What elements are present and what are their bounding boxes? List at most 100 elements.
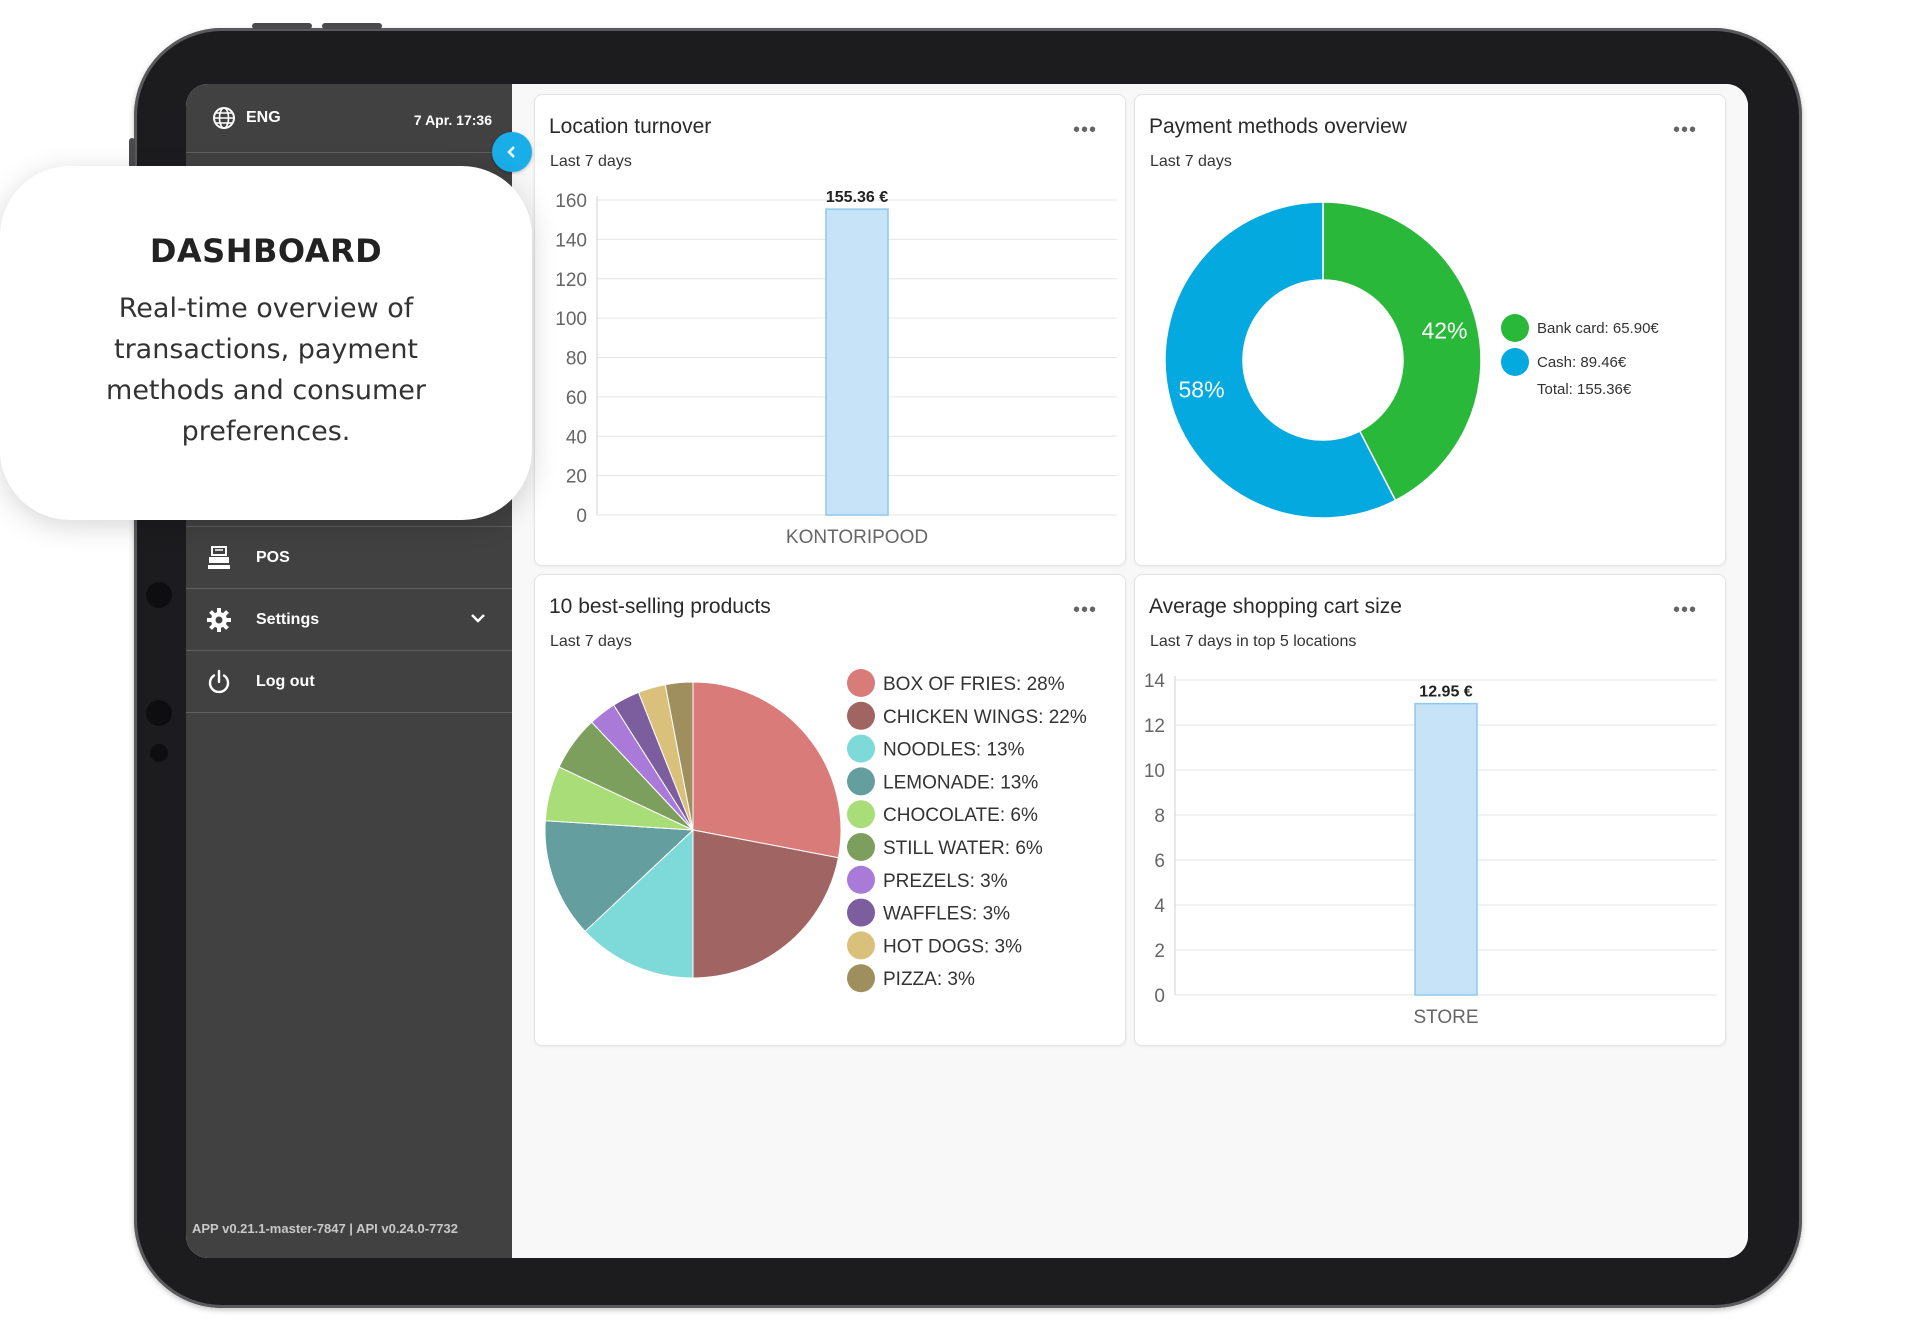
legend-swatch <box>1501 348 1529 376</box>
card-title: Average shopping cart size <box>1149 595 1402 618</box>
globe-icon <box>213 107 235 129</box>
sidebar-item-logout[interactable]: Log out <box>186 650 512 713</box>
power-icon <box>204 669 234 695</box>
sidebar-item-pos[interactable]: POS <box>186 526 512 589</box>
pie-slice <box>692 829 839 979</box>
y-tick-label: 4 <box>1154 896 1165 917</box>
y-tick-label: 2 <box>1154 941 1165 962</box>
callout-body: Real-time overview of transactions, paym… <box>106 293 426 447</box>
best-selling-products-card: BOX OF FRIES: 28% CHICKEN WINGS: 22% NOODL… <box>534 574 1126 1046</box>
percent-label: 58% <box>1179 376 1225 402</box>
location-turnover-chart: 0 20 40 60 80 100 120 140 160 155.36 € KONTORIPOOD <box>555 189 1117 548</box>
total-label: Total: 155.36€ <box>1537 381 1632 398</box>
y-tick-label: 120 <box>555 270 587 291</box>
chevron-down-icon[interactable] <box>468 608 488 633</box>
legend-swatch <box>847 669 875 697</box>
legend-swatch <box>847 931 875 960</box>
y-tick-label: 140 <box>555 230 587 251</box>
y-tick-label: 20 <box>566 467 587 488</box>
datetime: 7 Apr. 17:36 <box>413 112 492 128</box>
legend-swatch <box>847 964 875 993</box>
donut-slice <box>1164 201 1397 519</box>
legend-swatch <box>847 767 875 796</box>
version-info: APP v0.21.1-master-7847 | API v0.24.0-77… <box>192 1221 458 1236</box>
data-label: 12.95 € <box>1419 684 1472 701</box>
legend-swatch <box>847 865 875 894</box>
sidebar-item-settings[interactable]: Settings <box>186 588 512 651</box>
card-subtitle: Last 7 days <box>550 153 632 170</box>
legend-label: HOT DOGS: 3% <box>883 936 1022 957</box>
legend-label: BOX OF FRIES: 28% <box>883 674 1065 695</box>
payment-methods-chart: 42% 58% Bank card: 65.90€ Cash: 89.46€ Total… <box>1164 201 1659 519</box>
dashboard-main: 0 20 40 60 80 100 120 140 160 155.36 € KONTORIPOOD… <box>512 84 1748 1258</box>
more-options-icon[interactable]: ••• <box>1072 599 1097 621</box>
more-options-icon[interactable]: ••• <box>1672 119 1697 141</box>
dashboard-callout: DASHBOARD Real-time overview of transact… <box>0 166 532 520</box>
card-title: 10 best-selling products <box>549 595 771 618</box>
y-tick-label: 160 <box>555 191 587 212</box>
legend-label: Cash: 89.46€ <box>1537 354 1627 371</box>
legend-label: PREZELS: 3% <box>883 871 1008 892</box>
pie-slice <box>664 681 694 831</box>
data-label: 155.36 € <box>826 189 888 206</box>
legend-swatch <box>847 833 875 861</box>
callout-title: DASHBOARD <box>149 232 383 270</box>
donut-slice <box>1322 201 1482 502</box>
card-title: Location turnover <box>549 115 712 138</box>
sensor-icon <box>146 700 172 726</box>
bar <box>1414 702 1478 996</box>
chevron-left-icon <box>507 146 515 158</box>
y-tick-label: 100 <box>555 309 587 330</box>
legend-label: CHICKEN WINGS: 22% <box>883 707 1087 728</box>
y-tick-label: 0 <box>1154 986 1165 1007</box>
legend-swatch <box>1501 314 1529 342</box>
bar <box>825 208 889 516</box>
legend-label: NOODLES: 13% <box>883 740 1025 761</box>
y-tick-label: 12 <box>1144 716 1165 737</box>
legend-label: LEMONADE: 13% <box>883 772 1038 793</box>
tablet-button <box>322 23 382 29</box>
more-options-icon[interactable]: ••• <box>1672 599 1697 621</box>
y-tick-label: 0 <box>576 506 587 527</box>
x-tick-label: KONTORIPOOD <box>786 527 928 548</box>
average-cart-card: 0 2 4 6 8 10 12 14 12.95 € STORE Average shopping… <box>1134 574 1726 1046</box>
location-turnover-card: 0 20 40 60 80 100 120 140 160 155.36 € KONTORIPOOD… <box>534 94 1126 566</box>
legend-label: STILL WATER: 6% <box>883 838 1043 859</box>
pie-slice <box>544 820 695 933</box>
card-subtitle: Last 7 days <box>550 633 632 650</box>
pie-slice <box>692 681 842 859</box>
more-options-icon[interactable]: ••• <box>1072 119 1097 141</box>
legend-label: PIZZA: 3% <box>883 969 975 990</box>
cash-register-icon <box>204 545 234 571</box>
y-tick-label: 6 <box>1154 851 1165 872</box>
y-tick-label: 80 <box>566 349 587 370</box>
y-tick-label: 40 <box>566 427 587 448</box>
sidebar-item-label: POS <box>256 549 290 566</box>
sidebar-item-label: Log out <box>256 673 315 690</box>
legend-swatch <box>847 898 875 927</box>
legend-label: Bank card: 65.90€ <box>1537 320 1659 337</box>
y-tick-label: 14 <box>1144 671 1166 692</box>
sidebar-item-label: Settings <box>256 611 320 628</box>
card-subtitle: Last 7 days in top 5 locations <box>1150 633 1357 650</box>
language-label: ENG <box>246 109 281 126</box>
language-selector[interactable]: ENG <box>212 106 281 130</box>
card-subtitle: Last 7 days <box>1150 153 1232 170</box>
card-title: Payment methods overview <box>1149 115 1407 138</box>
x-tick-label: STORE <box>1413 1007 1478 1028</box>
tablet-button <box>252 23 312 29</box>
legend-label: CHOCOLATE: 6% <box>883 805 1038 826</box>
camera-icon <box>146 582 172 608</box>
y-tick-label: 60 <box>566 388 587 409</box>
sidebar-header: ENG 7 Apr. 17:36 <box>186 84 512 153</box>
percent-label: 42% <box>1421 318 1467 344</box>
gear-icon <box>204 607 234 633</box>
divider <box>186 712 512 713</box>
legend-swatch <box>847 800 875 829</box>
y-tick-label: 10 <box>1144 761 1165 782</box>
app-screen: ENG 7 Apr. 17:36 POS <box>186 84 1748 1258</box>
legend-swatch <box>847 734 875 763</box>
collapse-sidebar-button[interactable] <box>492 132 532 172</box>
pie-slice <box>584 828 694 979</box>
best-selling-products-chart: BOX OF FRIES: 28% CHICKEN WINGS: 22% NOODL… <box>544 669 1087 993</box>
